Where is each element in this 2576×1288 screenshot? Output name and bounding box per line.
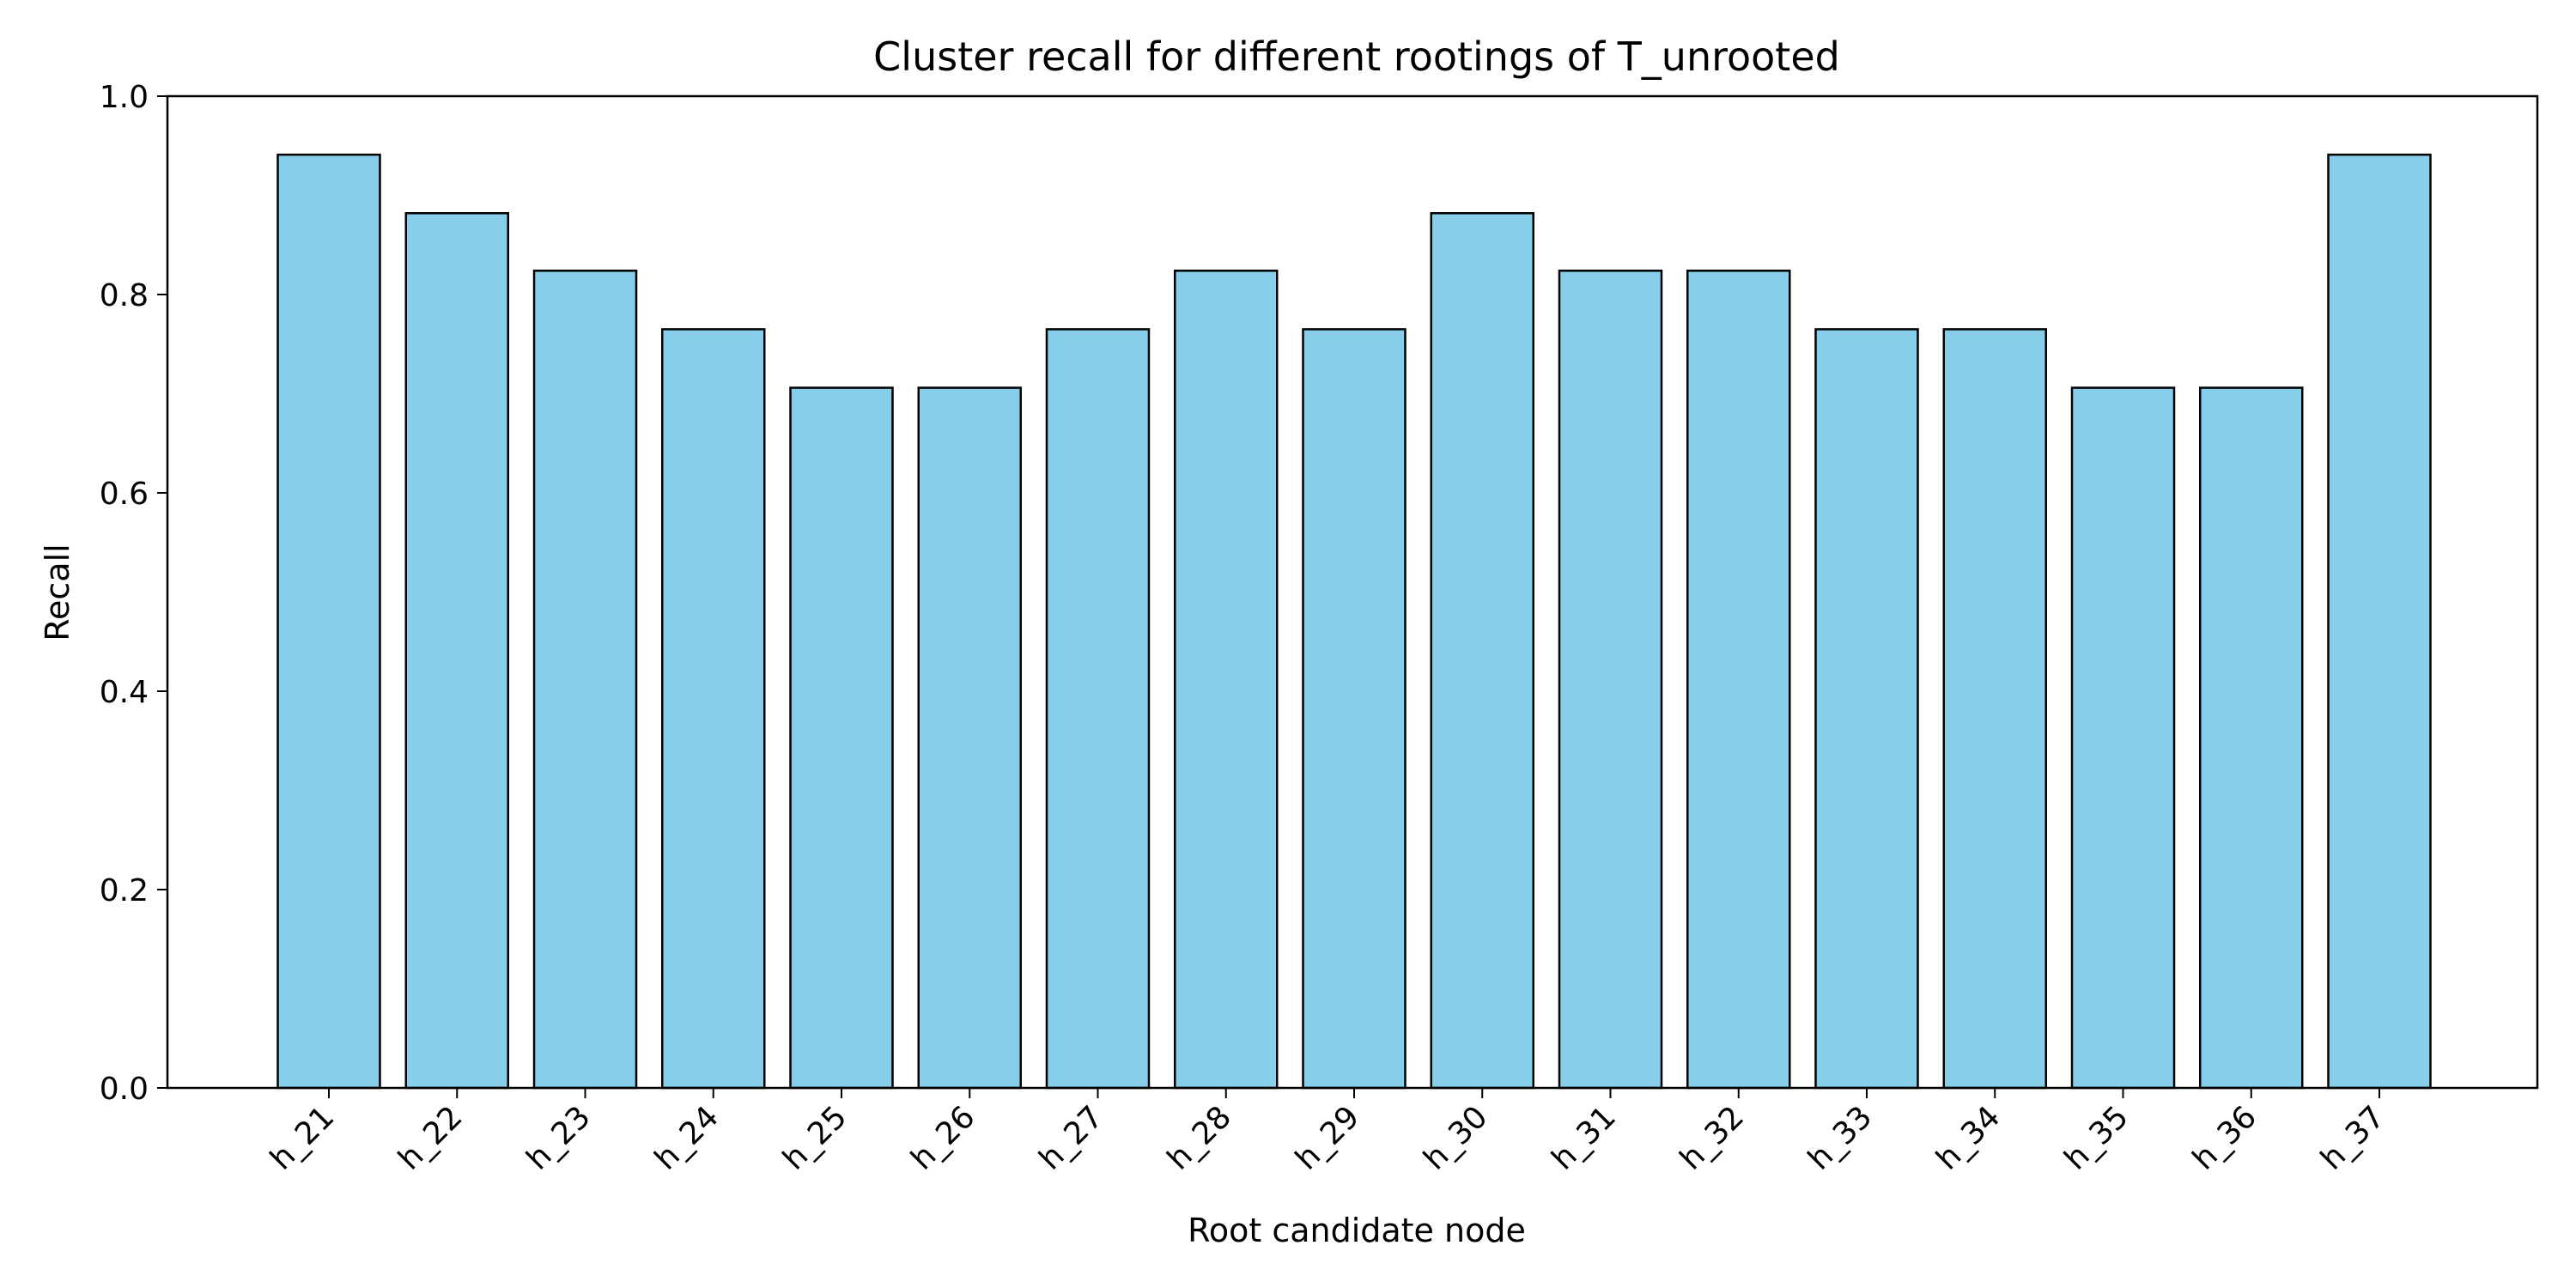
bar-h_27 (1045, 328, 1151, 1090)
bar-h_37 (2327, 153, 2432, 1090)
bar-h_21 (276, 153, 381, 1090)
bar-h_34 (1942, 328, 2047, 1090)
bar-h_33 (1814, 328, 1919, 1090)
y-tick-label: 0.8 (100, 278, 149, 313)
y-axis: 0.0 0.2 0.4 0.6 0.8 1.0 (100, 80, 167, 1107)
bar-h_24 (661, 328, 766, 1090)
y-tick-label: 0.2 (100, 873, 149, 908)
x-axis-label: Root candidate node (1188, 1212, 1526, 1249)
bar-h_29 (1302, 328, 1406, 1090)
bar-h_23 (532, 270, 638, 1090)
y-tick-label: 0.0 (100, 1072, 149, 1107)
y-axis-label: Recall (39, 544, 76, 641)
y-tick-label: 0.4 (100, 675, 149, 710)
bar-h_36 (2199, 386, 2304, 1090)
bar-h_28 (1174, 270, 1279, 1090)
bar-h_32 (1686, 270, 1791, 1090)
bar-h_30 (1430, 212, 1534, 1090)
bar-h_22 (404, 212, 509, 1090)
y-tick-label: 1.0 (100, 80, 149, 115)
bars-group (276, 153, 2432, 1090)
chart-title: Cluster recall for different rootings of… (873, 33, 1840, 80)
y-tick-label: 0.6 (100, 477, 149, 512)
bar-h_25 (789, 386, 894, 1090)
bar-h_31 (1558, 270, 1663, 1090)
bar-h_26 (917, 386, 1022, 1090)
plot-frame (166, 94, 2539, 1090)
bar-h_35 (2070, 386, 2176, 1090)
